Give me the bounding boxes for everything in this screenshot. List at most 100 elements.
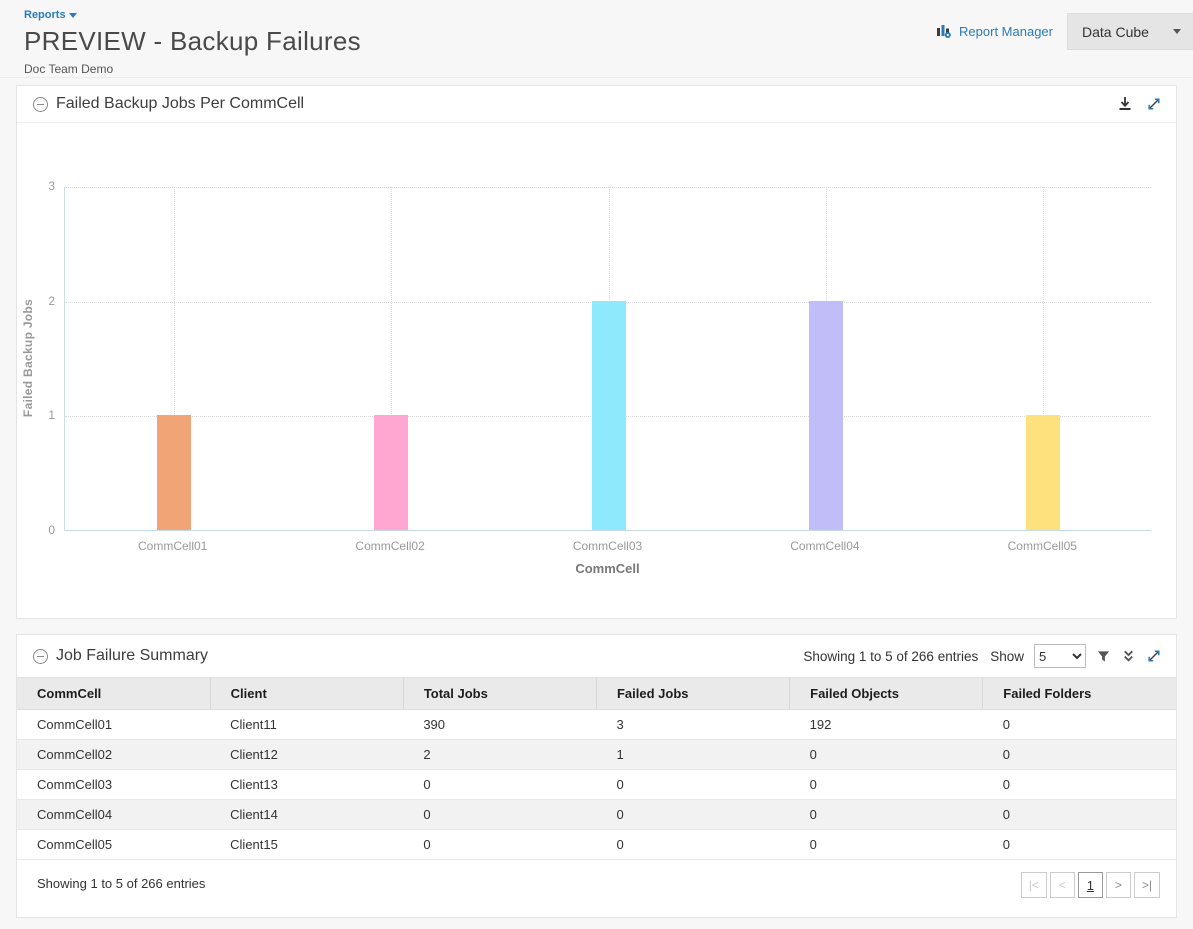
gridline-x-CommCell01	[173, 187, 175, 530]
table-cell: 0	[982, 769, 1176, 800]
table-row[interactable]: CommCell03 Client13 0 0 0 0	[17, 769, 1176, 800]
table-panel-header: Job Failure Summary Showing 1 to 5 of 26…	[17, 635, 1176, 677]
y-tick-2: 2	[48, 293, 55, 308]
table-row[interactable]: CommCell05 Client15 0 0 0 0	[17, 829, 1176, 860]
y-tick-1: 1	[48, 408, 55, 423]
bar-commcell02[interactable]	[374, 415, 409, 530]
expand-chart-icon[interactable]	[1146, 96, 1162, 112]
page-size-select[interactable]: 5	[1034, 644, 1086, 668]
x-tick-commcell04: CommCell04	[790, 539, 860, 553]
gridline-y-3	[65, 187, 1151, 188]
table-cell: 0	[789, 799, 983, 830]
pagination: |< <1 > >|	[1020, 872, 1160, 898]
next-page-button[interactable]: >	[1105, 872, 1131, 898]
bar-commcell04[interactable]	[808, 300, 843, 530]
y-tick-3: 3	[48, 179, 55, 193]
page-1-button[interactable]: 1	[1077, 872, 1103, 898]
double-chevron-down-icon[interactable]	[1121, 649, 1136, 664]
entries-summary: Showing 1 to 5 of 266 entries	[803, 648, 979, 664]
job-failure-table: CommCell Client Total Jobs Failed Jobs Faile…	[17, 677, 1176, 860]
bar-commcell01[interactable]	[156, 415, 191, 530]
column-header-total-jobs[interactable]: Total Jobs	[402, 677, 597, 710]
plot-area	[64, 187, 1151, 531]
table-panel: Job Failure Summary Showing 1 to 5 of 26…	[16, 634, 1177, 918]
table-cell: Client12	[210, 739, 404, 770]
bar-commcell05[interactable]	[1026, 415, 1061, 530]
table-row[interactable]: CommCell01 Client11 390 3 192 0	[17, 709, 1176, 740]
chevron-down-icon	[1173, 29, 1181, 34]
x-tick-commcell02: CommCell02	[355, 539, 425, 553]
report-manager-icon	[936, 22, 953, 42]
table-cell: 0	[596, 799, 790, 830]
prev-page-button: <	[1049, 872, 1075, 898]
table-cell: Client11	[210, 709, 404, 740]
header-actions: Report Manager Data Cube	[936, 13, 1193, 50]
collapse-chart-icon[interactable]	[33, 96, 48, 112]
table-cell: 3	[596, 709, 790, 740]
table-row[interactable]: CommCell02 Client12 2 1 0 0	[17, 739, 1176, 770]
table-cell: 192	[789, 709, 983, 740]
report-manager-link[interactable]: Report Manager	[936, 22, 1053, 42]
table-cell: 2	[403, 739, 597, 770]
page-header: Reports PREVIEW - Backup Failures Doc Te…	[0, 0, 1193, 78]
column-header-failed-objects[interactable]: Failed Objects	[789, 677, 983, 710]
table-cell: 0	[596, 829, 790, 860]
chart-panel: Failed Backup Jobs Per CommCell Failed B…	[16, 85, 1177, 619]
column-header-failed-jobs[interactable]: Failed Jobs	[595, 677, 790, 710]
table-cell: 0	[403, 829, 597, 860]
table-cell: 0	[982, 739, 1176, 770]
chart-panel-header: Failed Backup Jobs Per CommCell	[17, 86, 1176, 123]
caret-down-icon	[68, 12, 77, 18]
column-header-client[interactable]: Client	[209, 677, 404, 710]
table-header-row: CommCell Client Total Jobs Failed Jobs Faile…	[17, 677, 1176, 710]
table-cell: CommCell05	[17, 829, 211, 860]
gridline-x-CommCell02	[391, 187, 393, 530]
table-cell: 0	[789, 739, 983, 770]
expand-table-icon[interactable]	[1146, 648, 1162, 664]
table-cell: 1	[596, 739, 790, 770]
table-cell: 390	[403, 709, 597, 740]
page-subtitle: Doc Team Demo	[24, 62, 114, 76]
table-cell: CommCell01	[17, 709, 211, 740]
collapse-table-icon[interactable]	[33, 648, 48, 664]
table-cell: 0	[596, 769, 790, 800]
table-panel-title: Job Failure Summary	[56, 647, 209, 664]
gridline-x-CommCell05	[1043, 187, 1045, 530]
show-label: Show	[990, 648, 1024, 664]
x-tick-commcell01: CommCell01	[138, 539, 208, 553]
y-tick-0: 0	[48, 523, 55, 537]
first-page-button: |<	[1020, 872, 1047, 898]
table-cell: 0	[403, 799, 597, 830]
table-row[interactable]: CommCell04 Client14 0 0 0 0	[17, 799, 1176, 830]
page-title: PREVIEW - Backup Failures	[24, 26, 361, 56]
last-page-button[interactable]: >|	[1133, 872, 1160, 898]
table-cell: Client15	[210, 829, 404, 860]
data-cube-dropdown[interactable]: Data Cube	[1067, 13, 1193, 50]
table-cell: 0	[982, 829, 1176, 860]
x-tick-commcell03: CommCell03	[572, 539, 643, 553]
filter-icon[interactable]	[1096, 649, 1111, 664]
table-cell: CommCell02	[17, 739, 211, 770]
data-cube-label: Data Cube	[1082, 23, 1149, 40]
column-header-failed-folders[interactable]: Failed Folders	[982, 677, 1176, 710]
breadcrumb-reports[interactable]: Reports	[24, 9, 77, 21]
chart-panel-title: Failed Backup Jobs Per CommCell	[56, 95, 305, 112]
x-tick-commcell05: CommCell05	[1007, 539, 1077, 553]
column-header-commcell[interactable]: CommCell	[17, 677, 211, 710]
bar-commcell03[interactable]	[591, 300, 626, 530]
table-cell: 0	[789, 829, 983, 860]
table-footer: Showing 1 to 5 of 266 entries |< <1 > >|	[17, 860, 1176, 898]
footer-entries-summary: Showing 1 to 5 of 266 entries	[37, 876, 206, 891]
report-manager-label: Report Manager	[959, 24, 1053, 39]
table-cell: CommCell03	[17, 769, 211, 800]
table-cell: Client13	[210, 769, 404, 800]
breadcrumb-label: Reports	[24, 9, 66, 21]
table-cell: 0	[982, 799, 1176, 830]
table-cell: 0	[982, 709, 1176, 740]
table-cell: CommCell04	[17, 799, 211, 830]
table-cell: 0	[789, 769, 983, 800]
table-cell: 0	[403, 769, 597, 800]
download-icon[interactable]	[1117, 96, 1133, 112]
table-cell: Client14	[210, 799, 404, 830]
